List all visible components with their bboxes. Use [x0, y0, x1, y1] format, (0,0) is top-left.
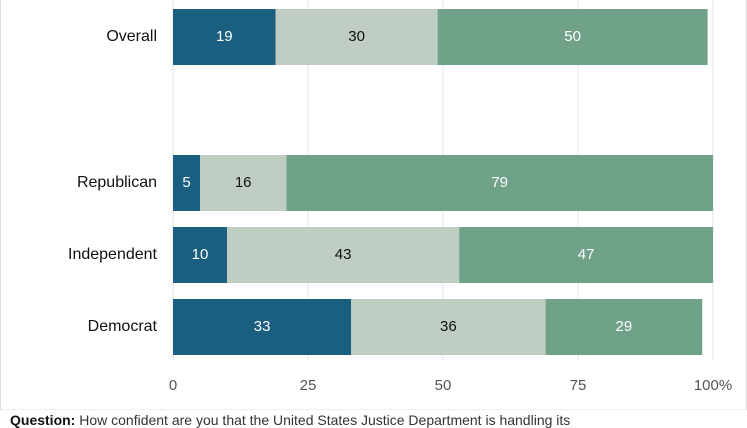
question-text: How confident are you that the United St… [75, 412, 571, 428]
bar-value-label: 5 [182, 174, 190, 191]
category-label: Independent [68, 246, 158, 263]
bar-value-label: 36 [440, 318, 457, 335]
stacked-bar-chart: 0 25 50 75 100% Overall 19 30 50 Republican 5 16 79 I… [0, 0, 747, 410]
bar-value-label: 30 [348, 28, 365, 45]
bar-segment [275, 9, 438, 65]
bar-segment [200, 155, 287, 211]
bar-segment [173, 9, 276, 65]
bar-segment [437, 9, 708, 65]
bar-segment [173, 155, 200, 211]
bar-value-label: 79 [491, 174, 508, 191]
bar-value-label: 50 [564, 28, 581, 45]
bar-value-label: 29 [616, 318, 633, 335]
bar-segment [227, 227, 460, 283]
bar-value-label: 47 [578, 246, 595, 263]
x-tick-label: 25 [300, 377, 317, 394]
bar-segment [173, 299, 352, 355]
bar-value-label: 43 [335, 246, 352, 263]
x-tick-label: 75 [570, 377, 587, 394]
bar-value-label: 19 [216, 28, 233, 45]
x-tick-label: 100% [694, 377, 732, 394]
bar-segment [173, 227, 227, 283]
category-label: Overall [106, 28, 157, 45]
category-label: Democrat [88, 318, 158, 335]
bar-segment [545, 299, 703, 355]
x-tick-label: 0 [169, 377, 177, 394]
bar-value-label: 10 [192, 246, 209, 263]
category-label: Republican [77, 174, 157, 191]
bar-segment [459, 227, 713, 283]
bar-segment [351, 299, 546, 355]
bar-segment [286, 155, 713, 211]
bar-value-label: 33 [254, 318, 271, 335]
bar-value-label: 16 [235, 174, 252, 191]
question-footnote: Question: How confident are you that the… [10, 412, 740, 428]
question-label: Question: [10, 412, 76, 428]
x-tick-label: 50 [435, 377, 452, 394]
